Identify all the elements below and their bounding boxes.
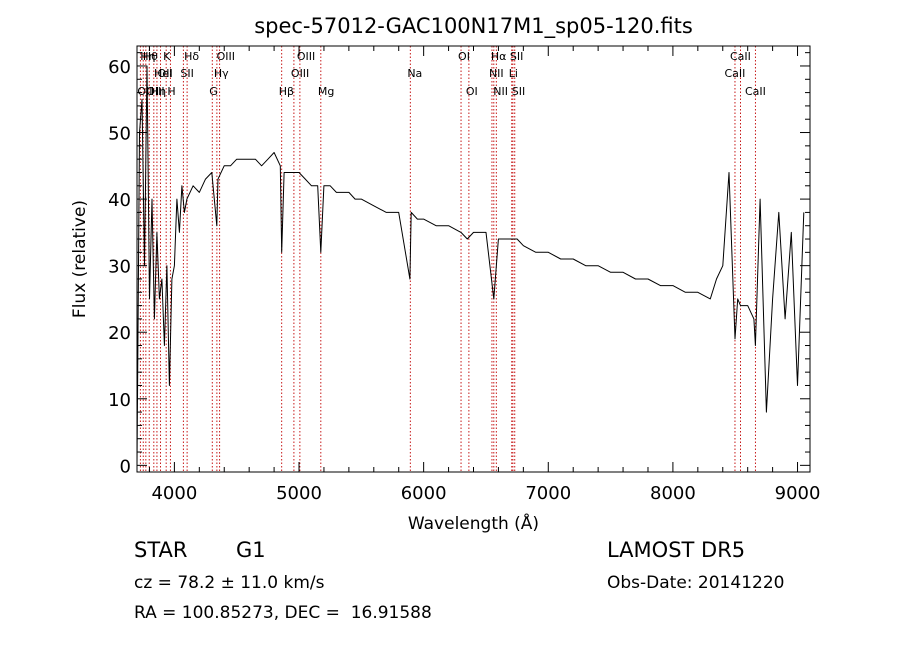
line-marker-label: OI xyxy=(466,85,478,98)
redshift-velocity-label: cz = 78.2 ± 11.0 km/s xyxy=(134,573,325,593)
line-marker-label: OI xyxy=(458,50,470,63)
y-tick-label: 60 xyxy=(108,57,131,78)
line-marker-label: CaII xyxy=(745,85,766,98)
line-marker-label: K xyxy=(163,50,171,63)
object-subclass-label: G1 xyxy=(236,538,266,562)
x-tick-label: 5000 xyxy=(276,483,322,504)
line-marker-label: Hη xyxy=(151,85,166,98)
y-tick-label: 50 xyxy=(108,124,131,145)
x-tick-label: 9000 xyxy=(775,483,821,504)
line-marker-label: OIII xyxy=(217,50,235,63)
line-marker-label: SII xyxy=(510,50,523,63)
line-marker-label: H xyxy=(167,85,175,98)
spectrum-line xyxy=(136,65,805,466)
line-marker-label: OIII xyxy=(297,50,315,63)
line-marker-label: HeI xyxy=(154,67,172,80)
y-tick-label: 40 xyxy=(108,190,131,211)
line-marker-label: SII xyxy=(512,85,525,98)
line-marker-label: Hα xyxy=(491,50,507,63)
line-marker-label: SII xyxy=(180,67,193,80)
line-marker-label: G xyxy=(209,85,218,98)
survey-label: LAMOST DR5 xyxy=(607,538,746,562)
x-tick-label: 8000 xyxy=(650,483,696,504)
line-marker-label: Hη xyxy=(140,50,155,63)
y-tick-label: 20 xyxy=(108,323,131,344)
y-axis-label: Flux (relative) xyxy=(70,200,90,318)
line-marker-label: OII xyxy=(137,85,152,98)
x-tick-label: 4000 xyxy=(151,483,197,504)
line-marker-label: Hθ xyxy=(143,50,158,63)
observation-date-label: Obs-Date: 20141220 xyxy=(607,573,785,593)
x-axis-label: Wavelength (Å) xyxy=(408,512,539,534)
y-tick-label: 30 xyxy=(108,257,131,278)
y-tick-label: 10 xyxy=(108,390,131,411)
line-marker-label: OII xyxy=(158,67,173,80)
line-marker-label: OIII xyxy=(146,85,164,98)
line-marker-label: Hγ xyxy=(214,67,229,80)
x-tick-label: 6000 xyxy=(401,483,447,504)
plot-frame xyxy=(136,45,811,473)
line-marker-label: CaII xyxy=(725,67,746,80)
line-marker-label: NII xyxy=(489,67,504,80)
line-marker-label: NII xyxy=(493,85,508,98)
line-marker-label: Na xyxy=(407,67,422,80)
line-marker-label: Hδ xyxy=(184,50,199,63)
object-class-label: STAR xyxy=(134,538,188,562)
line-marker-label: OIII xyxy=(291,67,309,80)
coordinates-label: RA = 100.85273, DEC = 16.91588 xyxy=(134,603,432,623)
line-marker-label: Li xyxy=(509,67,518,80)
line-marker-label: Mg xyxy=(318,85,334,98)
x-tick-label: 7000 xyxy=(525,483,571,504)
chart-title: spec-57012-GAC100N17M1_sp05-120.fits xyxy=(254,14,693,39)
line-marker-label: CaII xyxy=(730,50,751,63)
line-marker-label: Hβ xyxy=(279,85,294,98)
y-tick-label: 0 xyxy=(120,456,131,477)
